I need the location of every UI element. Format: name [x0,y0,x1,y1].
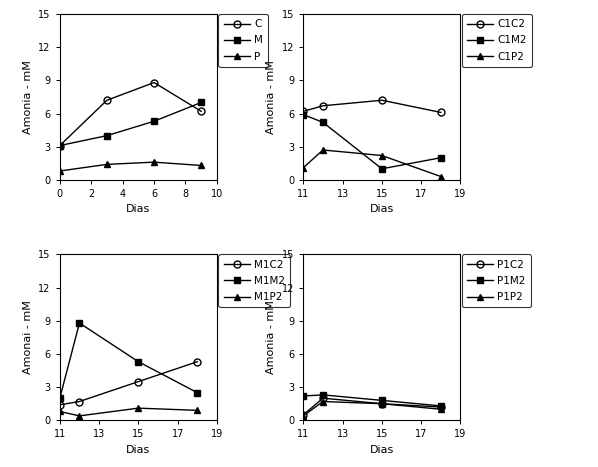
P1M2 [379,397,386,403]
C1C2 [319,103,327,108]
M1C2 [194,359,201,365]
M1M2 [135,359,142,365]
Y-axis label: Amonia - mM: Amonia - mM [266,300,276,375]
X-axis label: Dias: Dias [370,445,394,455]
M [103,133,111,138]
M1P2 [56,409,63,414]
Y-axis label: Amonia - mM: Amonia - mM [266,60,276,134]
P1C2 [319,396,327,401]
M1C2 [56,402,63,408]
C1M2 [379,166,386,171]
C1C2 [437,110,444,115]
Legend: M1C2, M1M2, M1P2: M1C2, M1M2, M1P2 [218,255,290,307]
C1M2 [319,120,327,125]
M1M2 [56,396,63,401]
Line: P1C2: P1C2 [300,395,444,418]
C [151,80,158,85]
C1P2 [300,165,307,170]
M1C2 [76,399,83,404]
Y-axis label: Amonia - mM: Amonia - mM [23,60,33,134]
C [56,143,63,149]
Line: P: P [56,159,205,175]
P1M2 [437,403,444,409]
M [151,119,158,124]
Line: C1P2: C1P2 [300,147,444,180]
P1P2 [437,406,444,412]
X-axis label: Dias: Dias [126,445,151,455]
Legend: P1C2, P1M2, P1P2: P1C2, P1M2, P1P2 [462,255,531,307]
M1M2 [194,390,201,396]
Line: P1P2: P1P2 [300,398,444,419]
Line: P1M2: P1M2 [300,391,444,410]
X-axis label: Dias: Dias [370,205,394,214]
C [103,98,111,103]
M1P2 [76,413,83,419]
M [197,99,205,105]
P [197,163,205,168]
M1C2 [135,379,142,384]
P [151,159,158,165]
Legend: C, M, P: C, M, P [218,14,268,67]
Line: C1C2: C1C2 [300,97,444,116]
Line: C1M2: C1M2 [300,111,444,172]
C1C2 [379,98,386,103]
Line: C: C [56,79,205,149]
Legend: C1C2, C1M2, C1P2: C1C2, C1M2, C1P2 [462,14,532,67]
C1P2 [437,174,444,179]
Y-axis label: Amonai - mM: Amonai - mM [23,300,33,375]
M1M2 [76,320,83,326]
M [56,143,63,149]
Line: M: M [56,99,205,149]
Line: M1M2: M1M2 [56,319,201,402]
C1C2 [300,108,307,114]
C1M2 [300,112,307,117]
P1C2 [437,404,444,410]
M1P2 [194,408,201,413]
C1P2 [379,153,386,158]
P1C2 [379,401,386,406]
P1P2 [379,401,386,406]
C1P2 [319,147,327,153]
X-axis label: Dias: Dias [126,205,151,214]
P1P2 [300,413,307,419]
Line: M1C2: M1C2 [56,358,201,408]
P [103,162,111,167]
P1M2 [300,393,307,399]
P [56,168,63,174]
C [197,108,205,114]
P1P2 [319,399,327,404]
P1M2 [319,392,327,398]
P1C2 [300,412,307,417]
Line: M1P2: M1P2 [56,405,201,419]
C1M2 [437,155,444,161]
M1P2 [135,405,142,411]
